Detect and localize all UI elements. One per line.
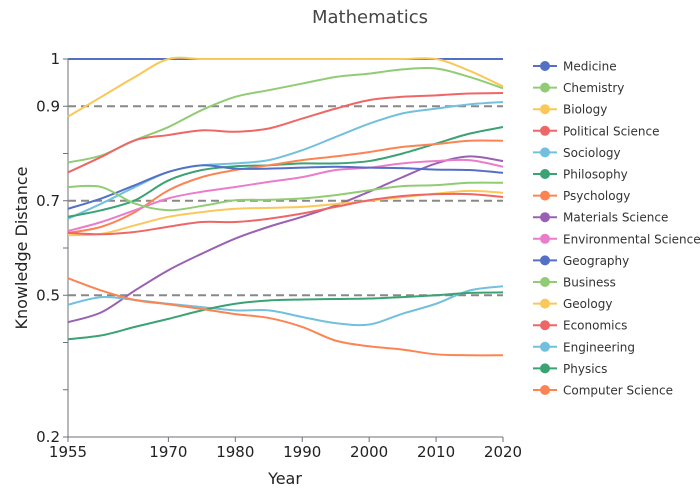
legend-label: Geography xyxy=(563,254,629,268)
x-tick-label: 1990 xyxy=(283,443,321,461)
legend-marker-icon xyxy=(540,61,550,71)
legend-item-business[interactable]: Business xyxy=(533,276,616,290)
x-tick-label: 1970 xyxy=(149,443,187,461)
y-tick-label: 0.7 xyxy=(36,192,60,210)
legend-marker-icon xyxy=(540,255,550,266)
axes: 1955 1970 1980 1990 2000 2010 2020 1 0.9 0.7 0.5 0.… xyxy=(36,50,522,461)
legend-item-political-science[interactable]: Political Science xyxy=(533,124,659,138)
legend-marker-icon xyxy=(540,341,550,352)
legend-marker-icon xyxy=(540,298,550,309)
legend-item-geography[interactable]: Geography xyxy=(533,254,629,268)
legend-label: Psychology xyxy=(563,189,630,203)
legend-label: Materials Science xyxy=(563,211,668,225)
y-tick-label: 0.9 xyxy=(36,97,60,115)
series-lines xyxy=(67,56,504,357)
legend-marker-icon xyxy=(540,385,550,395)
legend-label: Geology xyxy=(563,297,612,311)
legend-label: Sociology xyxy=(563,146,621,160)
series-line-political-science xyxy=(67,92,504,174)
legend-label: Computer Science xyxy=(563,384,673,398)
y-tick-label: 0.5 xyxy=(36,286,60,304)
series-line-physics xyxy=(67,291,504,341)
series-line-psychology xyxy=(67,139,504,234)
legend-item-geology[interactable]: Geology xyxy=(533,297,612,311)
x-tick-label: 2010 xyxy=(417,443,455,461)
legend-marker-icon xyxy=(540,320,550,331)
series-line-economics xyxy=(67,192,504,236)
legend-marker-icon xyxy=(540,169,550,179)
y-tick-label: 0.2 xyxy=(36,428,60,446)
legend-label: Philosophy xyxy=(563,168,628,182)
series-line-biology xyxy=(67,56,504,118)
legend-marker-icon xyxy=(540,147,550,158)
legend-marker-icon xyxy=(540,190,550,201)
legend-item-philosophy[interactable]: Philosophy xyxy=(533,168,628,182)
legend-label: Political Science xyxy=(563,124,659,138)
series-line-computer-science xyxy=(67,277,504,357)
series-line-chemistry xyxy=(67,66,504,164)
x-tick-label: 2020 xyxy=(484,443,522,461)
legend: Medicine Chemistry Biology Political Scienc… xyxy=(533,60,700,398)
y-axis-label: Knowledge Distance xyxy=(12,167,31,330)
series-line-geography xyxy=(67,164,504,210)
reference-lines xyxy=(68,105,503,297)
x-tick-label: 1980 xyxy=(216,443,254,461)
legend-item-chemistry[interactable]: Chemistry xyxy=(533,81,624,95)
legend-item-computer-science[interactable]: Computer Science xyxy=(533,384,673,398)
legend-item-medicine[interactable]: Medicine xyxy=(533,60,617,74)
legend-label: Chemistry xyxy=(563,81,624,95)
chart-title: Mathematics xyxy=(312,7,428,28)
legend-marker-icon xyxy=(540,363,550,374)
series-line-business xyxy=(67,181,504,212)
legend-item-environmental-science[interactable]: Environmental Science xyxy=(533,232,700,246)
legend-item-economics[interactable]: Economics xyxy=(533,319,627,333)
legend-label: Medicine xyxy=(563,60,617,74)
legend-label: Environmental Science xyxy=(563,232,700,246)
series-line-sociology xyxy=(67,100,504,220)
legend-item-engineering[interactable]: Engineering xyxy=(533,340,635,354)
legend-label: Physics xyxy=(563,362,607,376)
x-tick-label: 2000 xyxy=(350,443,388,461)
legend-marker-icon xyxy=(540,82,550,93)
legend-item-psychology[interactable]: Psychology xyxy=(533,189,630,203)
legend-marker-icon xyxy=(540,212,550,223)
legend-marker-icon xyxy=(540,125,550,136)
series-line-materials-science xyxy=(67,155,504,324)
legend-item-sociology[interactable]: Sociology xyxy=(533,146,621,160)
x-axis-label: Year xyxy=(267,469,302,488)
legend-marker-icon xyxy=(540,104,550,115)
series-line-environmental-science xyxy=(67,158,504,232)
legend-item-physics[interactable]: Physics xyxy=(533,362,607,376)
legend-label: Economics xyxy=(563,319,627,333)
legend-marker-icon xyxy=(540,277,550,287)
y-tick-label: 1 xyxy=(50,50,60,68)
legend-item-materials-science[interactable]: Materials Science xyxy=(533,211,668,225)
legend-label: Business xyxy=(563,276,616,290)
legend-marker-icon xyxy=(540,233,550,244)
legend-label: Biology xyxy=(563,103,607,117)
x-tick-label: 1955 xyxy=(49,443,87,461)
legend-label: Engineering xyxy=(563,340,635,354)
legend-item-biology[interactable]: Biology xyxy=(533,103,607,117)
